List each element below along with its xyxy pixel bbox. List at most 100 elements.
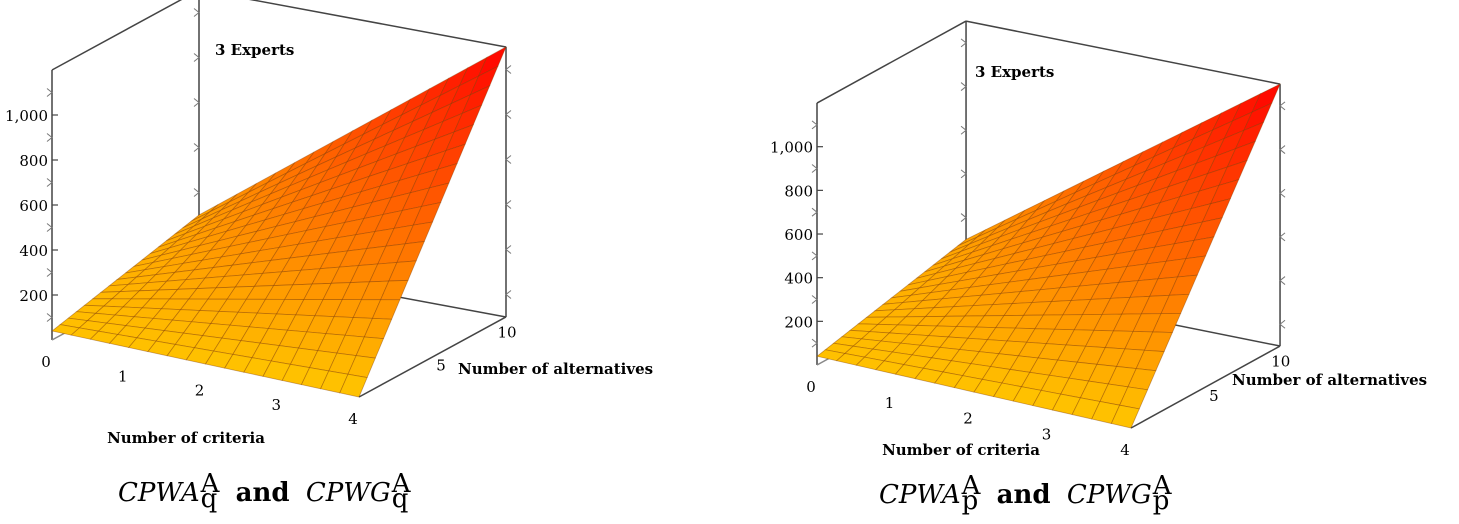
x-axis-label: Number of criteria [107,429,265,447]
back-axis-arrow-tick [960,82,967,91]
caption-sub-2: q [391,484,409,514]
z-axis-arrow-tick [46,268,53,277]
surface-cell [380,279,409,301]
caption-and: and [996,480,1051,510]
right-axis-arrow-tick [505,200,512,209]
right-axis-arrow-tick [1279,276,1286,285]
z-axis-arrow-tick [46,178,53,187]
caption-and: and [235,478,290,508]
right-axis-arrow-tick [1279,101,1286,111]
right-axis-arrow-tick [1279,319,1286,329]
experts-annotation: 3 Experts [215,41,294,59]
chart-panel-right: 200 400 600 800 1,000 0 1 2 3 4 5 10 3 Experts Number… [729,0,1459,524]
z-axis-arrow-tick [811,207,818,217]
surface-cell [1135,349,1165,372]
surface-cell [1127,368,1157,391]
z-tick-label: 800 [19,152,48,170]
surface-cell [355,336,385,359]
caption-sup-1: A [961,471,981,501]
x-tick-label: 4 [1120,441,1130,459]
back-axis-arrow-tick [960,38,967,48]
right-axis-arrow-tick [505,65,512,74]
chart-panel-left: 200 400 600 800 1,000 0 1 2 3 4 5 10 3 Experts Number… [0,0,729,524]
x-axis-label: Number of criteria [882,441,1040,459]
surface-cell [1110,404,1140,429]
x-tick-label: 3 [1042,425,1052,443]
surface-plot-right: 200 400 600 800 1,000 0 1 2 3 4 5 10 3 Experts Number… [770,20,1427,459]
surface-cell [1185,236,1215,260]
back-axis-arrow-tick [960,169,967,179]
caption-sup-1: A [200,469,220,499]
x-tick-label: 0 [41,353,51,371]
z-tick-label: 600 [784,226,813,244]
surface-cell [453,104,483,133]
surface-cell [469,65,499,96]
y-axis-label: Number of alternatives [1232,371,1427,389]
experts-annotation: 3 Experts [975,63,1054,81]
x-tick-label: 1 [885,394,895,412]
x-tick-label: 3 [271,396,281,414]
x-tick-label: 1 [118,367,128,385]
right-axis-arrow-tick [505,290,512,299]
caption-term-2: CPWG [1066,480,1152,510]
back-axis-arrow-tick [193,8,200,17]
axis-floor-right-edge [1130,345,1281,429]
caption-term-1: CPWA [879,480,961,510]
caption-term-1: CPWA [118,478,200,508]
right-axis-arrow-tick [505,110,512,119]
y-tick-label: 10 [498,323,517,341]
right-axis-arrow-tick [505,155,512,164]
x-tick-label: 2 [195,382,205,400]
z-axis-arrow-tick [811,164,818,173]
x-tick-label: 2 [963,410,973,428]
surface-cell [1243,102,1273,132]
x-tick-label: 0 [806,378,816,396]
back-axis-arrow-tick [960,125,967,135]
x-tick-label: 4 [348,410,358,428]
right-axis-arrow-tick [1279,145,1286,154]
right-axis-arrow-tick [505,245,512,254]
surface-plot-left: 200 400 600 800 1,000 0 1 2 3 4 5 10 3 Experts Number… [5,0,653,447]
axis-floor-right-edge [358,316,507,398]
back-axis-arrow-tick [193,98,200,107]
caption-sup-2: A [391,469,411,499]
z-axis-arrow-tick [811,338,818,348]
z-tick-label: 1,000 [5,107,48,125]
surface-cell [1251,83,1281,113]
z-tick-label: 400 [19,242,48,260]
y-tick-label: 5 [436,357,446,375]
surface-mesh [51,46,507,398]
z-axis-arrow-tick [811,251,818,261]
axis-top-left-edge [816,20,967,104]
right-axis-arrow-tick [1279,188,1286,198]
caption-sub-1: p [961,486,979,516]
surface-cell [477,46,507,77]
back-axis-arrow-tick [193,188,200,197]
axis-top-right-edge [248,0,507,48]
right-axis-arrow-tick [1279,232,1286,242]
surface-cell [1234,121,1265,150]
axis-top-right-edge [965,20,1281,85]
surface-cell [1210,178,1240,205]
y-tick-label: 5 [1209,387,1219,405]
surface-mesh [816,83,1281,429]
y-tick-label: 10 [1271,353,1290,371]
back-axis-arrow-tick [193,143,200,152]
z-tick-label: 1,000 [770,139,813,157]
z-axis-arrow-tick [811,120,818,130]
z-tick-label: 600 [19,197,48,215]
z-axis-arrow-tick [46,133,53,142]
caption-term-2: CPWG [305,478,391,508]
surface-cell [445,124,475,152]
caption-sub-1: q [200,484,218,514]
surface-cell [1152,312,1182,333]
axis-top-left-edge [51,0,183,71]
surface-cell [420,182,450,208]
surface-cell [388,260,417,282]
surface-cell [339,373,368,398]
surface-cell [1119,386,1149,410]
caption-sup-2: A [1152,471,1172,501]
z-axis-arrow-tick [46,313,53,322]
z-tick-label: 200 [19,287,48,305]
